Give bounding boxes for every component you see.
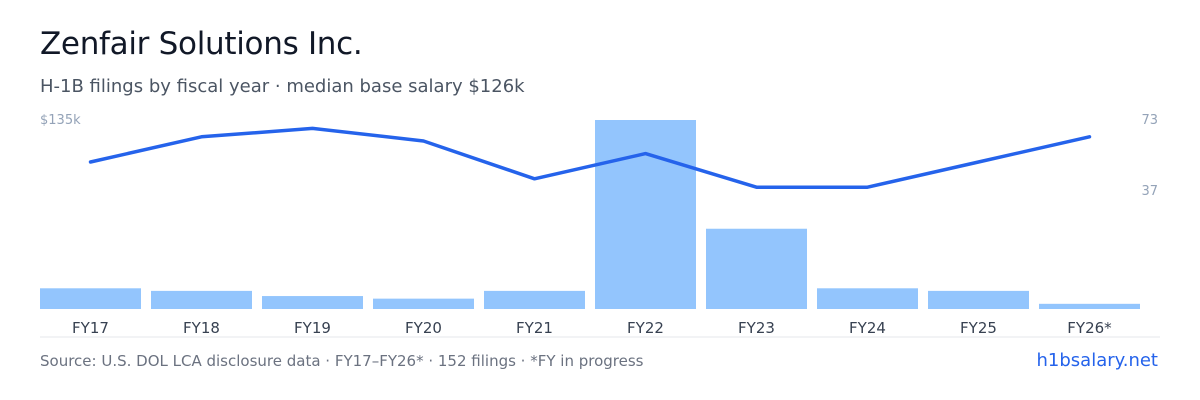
category-label-fy22: FY22 (627, 319, 664, 337)
bar-fy23 (706, 228, 807, 309)
bars-layer (40, 120, 1140, 309)
bar-fy25 (928, 290, 1029, 309)
chart-subtitle: H-1B filings by fiscal year · median bas… (40, 76, 525, 97)
category-label-fy20: FY20 (405, 319, 442, 337)
right-axis-tick-73: 73 (1141, 113, 1158, 128)
right-axis-tick-37: 37 (1141, 184, 1158, 199)
bar-fy26-partial (1039, 303, 1140, 309)
bar-fy22 (595, 120, 696, 309)
bar-fy20 (373, 298, 474, 309)
brand-link[interactable]: h1bsalary.net (1036, 350, 1158, 371)
bar-fy21 (484, 290, 585, 309)
bar-fy19 (262, 296, 363, 309)
category-label-fy24: FY24 (849, 319, 886, 337)
chart-title: Zenfair Solutions Inc. (40, 26, 363, 62)
salary-line (88, 126, 1092, 189)
category-labels: FY17 FY18 FY19 FY20 FY21 FY22 FY23 FY24 FY25 FY26… (72, 319, 1112, 337)
category-label-fy18: FY18 (183, 319, 220, 337)
source-note: Source: U.S. DOL LCA disclosure data · F… (40, 352, 644, 370)
category-label-fy25: FY25 (960, 319, 997, 337)
category-label-fy17: FY17 (72, 319, 109, 337)
category-label-fy26-partial: FY26* (1067, 319, 1112, 337)
category-label-fy19: FY19 (294, 319, 331, 337)
category-label-fy21: FY21 (516, 319, 553, 337)
bar-fy24 (817, 288, 918, 309)
category-label-fy23: FY23 (738, 319, 775, 337)
filings-chart: $135k 73 37 FY17 FY18 FY19 FY20 FY21 FY22 FY23… (40, 113, 1160, 338)
left-axis-max-label: $135k (40, 113, 81, 128)
bar-fy17 (40, 288, 141, 309)
bar-fy18 (151, 290, 252, 309)
